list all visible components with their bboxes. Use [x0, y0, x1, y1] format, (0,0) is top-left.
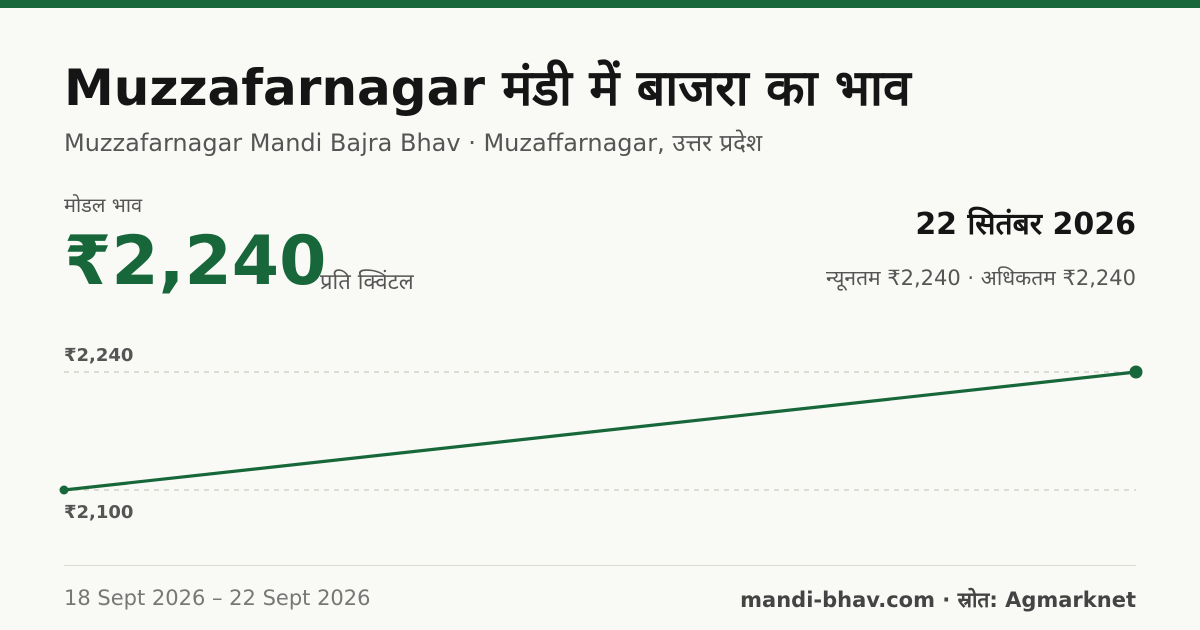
footer-source: mandi-bhav.com · स्रोत: Agmarknet	[740, 588, 1136, 612]
top-accent-bar	[0, 0, 1200, 8]
footer-date-range: 18 Sept 2026 – 22 Sept 2026	[64, 586, 371, 610]
price-series-line	[62, 370, 1138, 492]
page-title: Muzzafarnagar मंडी में बाजरा का भाव	[64, 59, 911, 117]
page-subtitle: Muzzafarnagar Mandi Bajra Bhav · Muzaffa…	[64, 129, 763, 157]
price-trend-chart: ₹2,240 ₹2,100	[59, 345, 1143, 523]
modal-price-label: मोडल भाव	[64, 193, 143, 217]
y-label-min: ₹2,100	[64, 502, 133, 523]
y-label-max: ₹2,240	[64, 345, 133, 366]
data-point-1	[59, 485, 69, 495]
modal-price-value: ₹2,240	[64, 222, 327, 301]
footer-divider	[64, 565, 1136, 566]
min-max-price: न्यूनतम ₹2,240 · अधिकतम ₹2,240	[826, 266, 1136, 290]
price-unit: प्रति क्विंटल	[320, 270, 414, 295]
data-point-2	[1129, 365, 1143, 379]
price-date: 22 सितंबर 2026	[915, 207, 1136, 242]
